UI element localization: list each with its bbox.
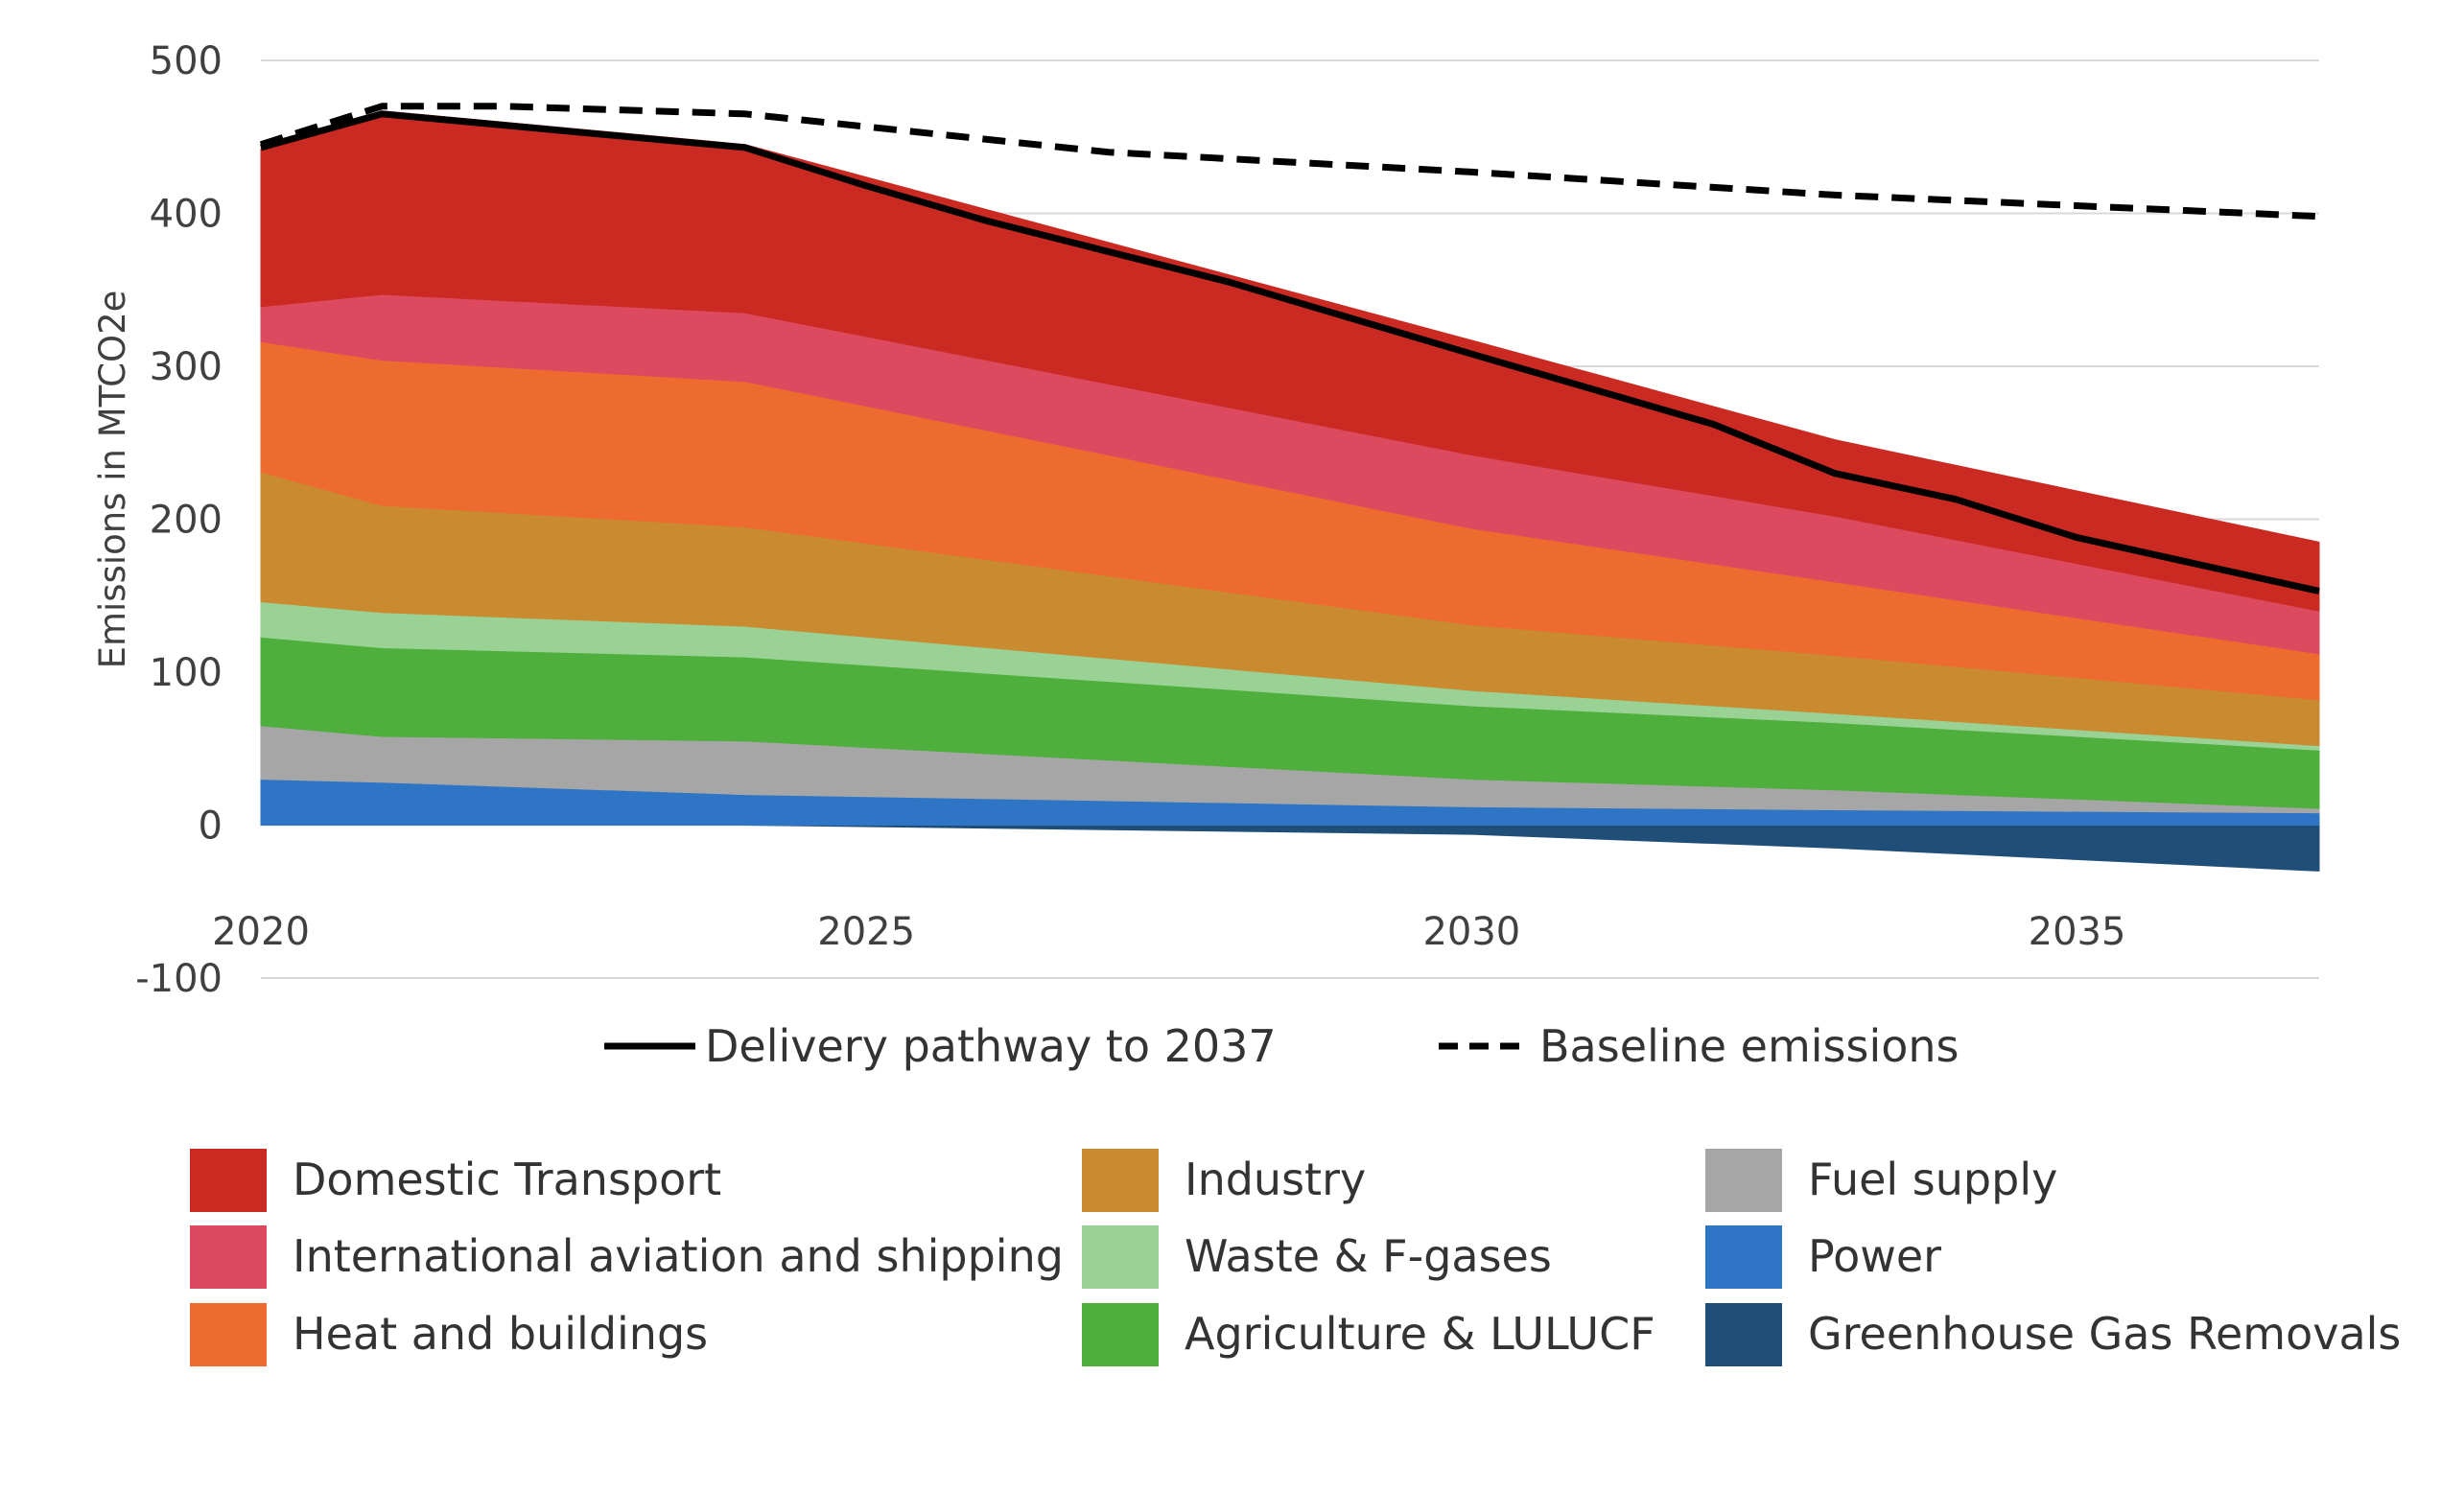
- y-tick-label: -100: [135, 957, 223, 1001]
- legend-swatch: [190, 1225, 267, 1289]
- trend-lines: [259, 103, 2320, 594]
- legend-swatch: [1082, 1225, 1159, 1289]
- legend-label: Industry: [1185, 1154, 1366, 1205]
- legend-swatch: [1705, 1149, 1782, 1212]
- line-baseline-emissions: [259, 103, 2320, 221]
- legend-swatch: [1705, 1225, 1782, 1289]
- legend-swatch: [190, 1149, 267, 1212]
- legend-label: Heat and buildings: [293, 1308, 708, 1360]
- legend: Delivery pathway to 2037 Baseline emissio…: [190, 1020, 2401, 1366]
- y-tick-label: 500: [150, 39, 223, 83]
- legend-label: Fuel supply: [1808, 1154, 2057, 1205]
- legend-line-label: Delivery pathway to 2037: [705, 1020, 1277, 1072]
- line-delivery-pathway-to-2037: [260, 110, 2320, 594]
- legend-label: International aviation and shipping: [293, 1230, 1064, 1282]
- x-tick-label: 2030: [1422, 910, 1520, 954]
- legend-swatch: [1082, 1149, 1159, 1212]
- legend-swatch: [1082, 1303, 1159, 1366]
- area-greenhouse-gas-removals: [261, 825, 2320, 872]
- legend-line-label: Baseline emissions: [1539, 1020, 1959, 1072]
- legend-swatch: [1705, 1303, 1782, 1366]
- legend-label: Power: [1808, 1230, 1941, 1282]
- y-tick-label: 100: [150, 651, 223, 695]
- stacked-areas: [260, 110, 2320, 872]
- x-tick-label: 2025: [817, 910, 915, 954]
- legend-label: Waste & F-gases: [1185, 1230, 1552, 1282]
- legend-label: Agriculture & LULUCF: [1185, 1308, 1655, 1360]
- y-axis-label: Emissions in MTCO2e: [92, 291, 133, 669]
- legend-label: Greenhouse Gas Removals: [1808, 1308, 2401, 1360]
- legend-label: Domestic Transport: [293, 1154, 721, 1205]
- legend-swatch: [190, 1303, 267, 1366]
- y-tick-label: 0: [199, 804, 223, 849]
- y-tick-label: 400: [150, 193, 223, 237]
- y-tick-label: 300: [150, 345, 223, 389]
- x-tick-label: 2020: [212, 910, 310, 954]
- y-tick-label: 200: [150, 499, 223, 543]
- x-tick-label: 2035: [2029, 910, 2126, 954]
